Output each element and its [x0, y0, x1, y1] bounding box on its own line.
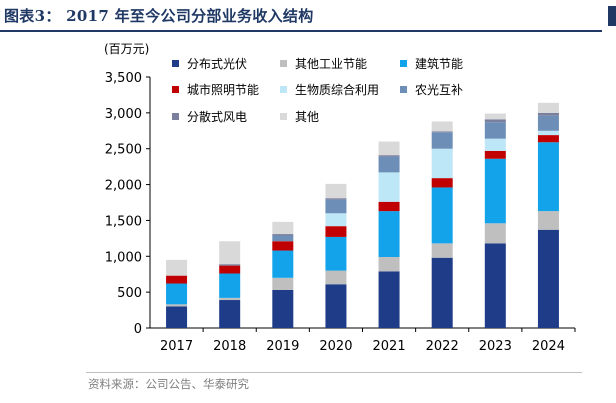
- bar-segment: [378, 141, 400, 156]
- source-divider: [86, 372, 582, 373]
- bar-segment: [219, 297, 241, 301]
- bar-segment: [166, 306, 188, 328]
- legend-label: 农光互补: [415, 83, 464, 97]
- chart-title: 图表3： 2017 年至今公司分部业务收入结构: [4, 7, 314, 25]
- bar-segment: [325, 284, 347, 328]
- bar-segment: [431, 148, 453, 179]
- y-tick-label: 2,000: [105, 179, 142, 194]
- bar-segment: [219, 264, 241, 266]
- bar-segment: [272, 221, 294, 235]
- y-tick-label: 0: [134, 322, 142, 337]
- bar-segment: [484, 150, 506, 159]
- legend-swatch: [172, 86, 179, 93]
- x-tick-label: 2019: [266, 339, 299, 354]
- bar-segment: [431, 187, 453, 244]
- x-tick-label: 2022: [426, 339, 459, 354]
- x-tick-label: 2023: [479, 339, 512, 354]
- legend-swatch: [172, 60, 179, 67]
- bar-segment: [272, 241, 294, 251]
- bar-segment: [325, 183, 347, 199]
- bar-segment: [378, 257, 400, 272]
- bar-segment: [272, 250, 294, 278]
- bar-segment: [166, 283, 188, 305]
- legend-swatch: [400, 60, 407, 67]
- bar-segment: [484, 113, 506, 120]
- bar-segment: [431, 132, 453, 149]
- x-tick-label: 2024: [532, 339, 565, 354]
- title-bar: 图表3： 2017 年至今公司分部业务收入结构: [0, 0, 602, 32]
- bar-segment: [219, 273, 241, 298]
- bar-segment: [484, 158, 506, 224]
- bar-segment: [537, 112, 559, 116]
- bar-segment: [166, 304, 188, 307]
- legend-label: 分散式风电: [187, 110, 248, 124]
- bar-segment: [537, 229, 559, 328]
- legend-swatch: [280, 60, 287, 67]
- y-tick-label: 3,000: [105, 107, 142, 122]
- bar-segment: [431, 243, 453, 258]
- bar-segment: [325, 199, 347, 214]
- bar-segment: [537, 130, 559, 136]
- page-edge-mark: [608, 6, 616, 26]
- bar-segment: [484, 138, 506, 151]
- legend-label: 生物质综合利用: [295, 83, 380, 97]
- legend-label: 其他: [295, 110, 320, 124]
- bar-segment: [166, 259, 188, 276]
- legend-swatch: [172, 113, 179, 120]
- source-note: 资料来源：公司公告、华泰研究: [88, 377, 249, 391]
- bar-segment: [484, 243, 506, 328]
- bar-segment: [378, 201, 400, 212]
- x-tick-label: 2017: [160, 339, 193, 354]
- bar-segment: [537, 115, 559, 131]
- legend-label: 其他工业节能: [295, 57, 368, 71]
- bar-segment: [166, 275, 188, 284]
- legend-swatch: [280, 86, 287, 93]
- x-tick-label: 2018: [213, 339, 246, 354]
- legend-swatch: [400, 86, 407, 93]
- bar-segment: [272, 289, 294, 328]
- bar-segment: [484, 122, 506, 139]
- bar-segment: [431, 131, 453, 133]
- bar-segment: [378, 271, 400, 328]
- legend-label: 城市照明节能: [187, 83, 260, 97]
- bar-segment: [484, 223, 506, 244]
- bar-segment: [325, 198, 347, 200]
- bar-segment: [325, 213, 347, 227]
- bar-segment: [378, 155, 400, 157]
- bar-segment: [325, 270, 347, 285]
- y-tick-label: 2,500: [105, 143, 142, 158]
- bar-segment: [431, 178, 453, 188]
- y-tick-label: 1,500: [105, 214, 142, 229]
- bar-segment: [431, 257, 453, 328]
- bar-segment: [537, 142, 559, 212]
- bar-segment: [219, 300, 241, 328]
- bar-segment: [325, 226, 347, 237]
- y-axis-unit-label: (百万元): [104, 42, 150, 56]
- bar-segment: [219, 265, 241, 274]
- bar-segment: [272, 234, 294, 236]
- bar-segment: [484, 119, 506, 123]
- bar-segment: [272, 235, 294, 242]
- bar-segment: [378, 156, 400, 173]
- bar-segment: [431, 121, 453, 132]
- legend-label: 分布式光伏: [187, 57, 248, 71]
- bar-segment: [537, 102, 559, 113]
- bar-segment: [272, 277, 294, 290]
- legend-label: 建筑节能: [415, 57, 464, 71]
- bar-segment: [537, 211, 559, 230]
- bar-segment: [378, 211, 400, 258]
- bar-segment: [325, 236, 347, 271]
- legend-swatch: [280, 113, 287, 120]
- x-tick-label: 2021: [373, 339, 406, 354]
- bar-segment: [219, 241, 241, 265]
- bar-segment: [537, 135, 559, 143]
- y-tick-label: 500: [117, 286, 142, 301]
- y-tick-label: 1,000: [105, 250, 142, 265]
- x-tick-label: 2020: [319, 339, 352, 354]
- y-tick-label: 3,500: [105, 71, 142, 86]
- bar-segment: [378, 172, 400, 202]
